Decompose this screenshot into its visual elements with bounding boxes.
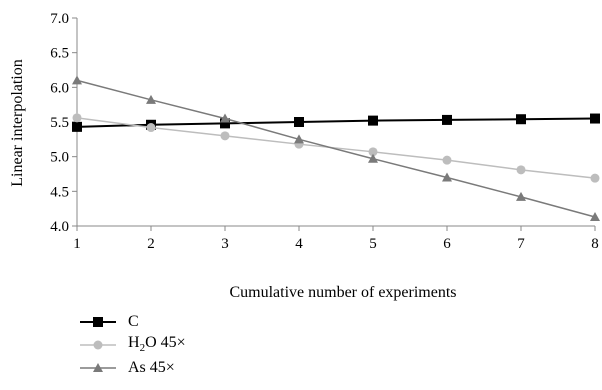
legend-label-h2o: H2O 45× <box>128 334 186 355</box>
data-point-square <box>220 118 230 129</box>
data-point-triangle <box>72 75 82 85</box>
series-line-0 <box>76 117 596 128</box>
x-tick-label: 2 <box>147 236 155 252</box>
data-point-square <box>72 121 82 132</box>
data-point-circle <box>146 123 156 133</box>
legend-label-as: As 45× <box>128 358 175 376</box>
y-tick-label: 4.0 <box>50 219 69 235</box>
legend-swatch-square-icon <box>80 316 116 327</box>
legend-item-c: C <box>78 310 186 333</box>
data-point-square <box>368 115 378 126</box>
legend-swatch-triangle-icon <box>80 362 116 372</box>
legend-swatch-circle-icon <box>80 340 116 349</box>
y-tick-label: 7.0 <box>50 11 69 27</box>
data-point-square <box>294 117 304 127</box>
y-tick-label: 5.0 <box>50 150 69 166</box>
data-point-triangle <box>590 211 600 221</box>
y-axis-title: Linear interpolation <box>9 59 26 187</box>
y-tick-label: 5.5 <box>50 115 69 131</box>
data-point-triangle <box>220 113 230 123</box>
x-tick-label: 5 <box>369 236 377 252</box>
line-chart: 4.0 4.5 5.0 5.5 6.0 6.5 7.0 1 2 3 4 5 6 7 8 Linear int… <box>9 11 600 301</box>
x-tick-label: 4 <box>295 236 303 252</box>
legend-item-h2o: H2O 45× <box>78 333 186 356</box>
data-point-circle <box>72 113 82 123</box>
data-point-triangle <box>516 191 526 201</box>
x-tick-label: 3 <box>221 236 229 252</box>
data-point-circle <box>590 173 600 183</box>
x-tick-label: 7 <box>517 236 525 252</box>
data-point-square <box>516 114 526 125</box>
data-point-triangle <box>442 172 452 182</box>
data-point-triangle <box>146 94 156 104</box>
x-tick-label: 1 <box>73 236 81 252</box>
data-point-triangle <box>368 153 378 163</box>
y-tick-label: 4.5 <box>50 184 69 200</box>
series-line-1 <box>76 117 596 179</box>
data-point-circle <box>442 155 452 165</box>
legend: C H2O 45× As 45× <box>78 310 186 379</box>
legend-label-c: C <box>128 312 139 330</box>
data-point-square <box>442 114 452 125</box>
data-point-square <box>590 113 600 124</box>
series-line-2 <box>76 79 596 218</box>
x-tick-label: 6 <box>443 236 451 252</box>
plot-area: 4.0 4.5 5.0 5.5 6.0 6.5 7.0 1 2 3 4 5 6 7 8 <box>50 11 600 252</box>
x-axis-title: Cumulative number of experiments <box>229 284 456 301</box>
legend-item-as: As 45× <box>78 356 186 379</box>
x-tick-label: 8 <box>591 236 599 252</box>
data-point-circle <box>516 165 526 175</box>
data-point-triangle <box>294 134 304 144</box>
y-tick-label: 6.0 <box>50 80 69 96</box>
data-point-circle <box>368 147 378 157</box>
y-tick-label: 6.5 <box>50 46 69 62</box>
data-point-circle <box>220 131 230 141</box>
